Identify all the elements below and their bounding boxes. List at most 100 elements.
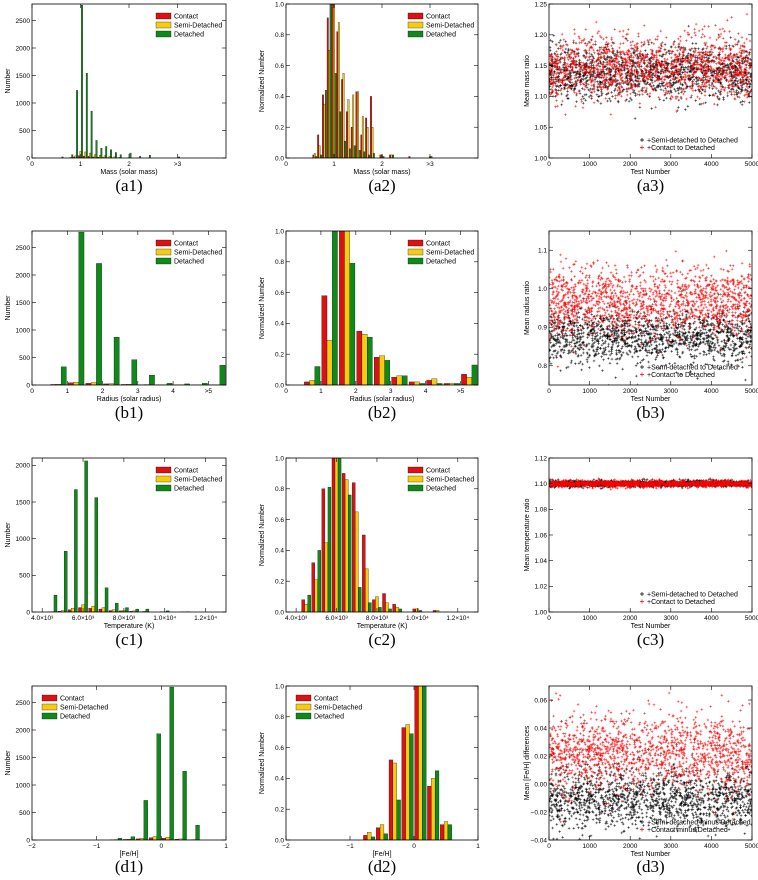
bar-detached-0 [314,366,321,385]
bar-semi-detached-5 [431,778,436,840]
x-tick-label: 4000 [704,615,719,622]
x-tick-label: 4000 [704,843,719,850]
x-tick-label: 2 [127,161,131,168]
bar-semi-detached-5 [101,607,106,612]
y-tick-label: 2000 [16,45,31,52]
plot-frame [31,685,227,841]
y-axis-label: Normalized Number [259,503,266,566]
bar-semi-detached-3 [405,724,410,840]
y-axis-label: Number [5,522,12,548]
bar-detached-4 [131,359,138,385]
x-tick-label: 0 [284,388,288,395]
y-tick-label: 1.04 [534,558,547,565]
bar-semi-detached-6 [365,568,369,612]
bar-detached-0 [53,594,58,612]
x-axis-label: Radius (solar radius) [97,396,162,403]
y-tick-label: 0.4 [275,776,284,783]
legend-swatch [407,484,424,492]
bar-contact-3 [78,607,82,612]
bar-contact-3 [326,17,329,158]
bar-semi-detached-7 [99,155,101,158]
y-tick-label: −0.02 [531,809,548,816]
legend-swatch [155,30,172,38]
x-tick-label: 0 [30,161,34,168]
x-tick-label: 2000 [623,615,638,622]
legend-label: Semi-Detached [426,23,474,30]
x-tick-label: 5000 [745,388,758,395]
y-axis-label: Normalized Number [259,49,266,112]
panel-b3: 0 1000 2000 3000 4000 5000 0.8 0.9 1.0 1.1 Test Nu… [524,230,758,422]
legend: +Semi-detached to Detached+Contact to De… [640,591,738,606]
legend-marker [640,372,644,377]
y-tick-label: 0.4 [275,321,284,328]
x-tick-label: 5000 [745,615,758,622]
bar-contact-7 [346,111,348,158]
panel-a2: 0 1 2 >3 0.0 0.2 0.4 0.6 0.8 1.0 Mass (solar mass)… [259,1,479,195]
panel-label: (c3) [637,630,664,649]
bar-contact-3 [401,727,406,840]
legend-label: Semi-Detached [174,477,222,484]
bar-detached-2 [396,799,401,840]
legend-swatch [407,30,424,38]
bar-detached-4 [422,686,427,840]
y-tick-label: 0.8 [275,714,284,721]
x-tick-label: 8.0×10³ [366,615,389,622]
x-tick-label: 4.0×10³ [285,615,308,622]
legend-swatch [407,239,424,247]
bar-semi-detached-6 [342,73,345,158]
legend-marker [640,599,644,604]
bar-detached-5 [182,771,187,840]
bar-detached-2 [349,263,356,385]
bar-semi-detached-7 [347,99,350,158]
legend-marker [640,138,644,142]
y-tick-label: 0.9 [538,325,547,332]
panel-label: (b3) [636,403,664,422]
bar-detached-16 [430,156,433,158]
bar-detached-1 [332,231,338,385]
bar-detached-9 [358,150,361,158]
x-tick-label: −2 [282,843,290,850]
y-tick-label: 1000 [16,536,31,543]
y-tick-label: 1.05 [534,125,547,132]
y-tick-label: 0.02 [534,753,547,760]
legend-swatch [407,248,424,256]
x-tick-label: 0 [30,388,34,395]
x-tick-label: −1 [346,843,354,850]
y-axis-label: Normalized Number [259,276,266,339]
bar-semi-detached-3 [328,50,331,158]
x-tick-label: 1000 [582,161,597,168]
bar-detached-0 [370,836,376,840]
legend: Contact Semi-Detached Detached [155,12,222,39]
scatter-series-red [549,249,752,368]
y-tick-label: 1.20 [534,32,547,39]
bar-semi-detached-7 [431,378,438,385]
bar-detached-10 [363,151,366,158]
bar-contact-0 [363,835,368,840]
bar-detached-9 [471,364,478,385]
bar-contact-1 [321,295,328,385]
bar-semi-detached-4 [165,837,170,840]
x-tick-label: 1.0×10⁴ [153,615,176,622]
x-tick-label: 5000 [745,843,758,850]
y-tick-label: 0 [26,609,30,616]
x-axis-label: Test Number [631,623,671,630]
legend-swatch [155,466,172,474]
legend-label: +Semi-detached to Detached [647,137,738,144]
y-tick-label: 1.15 [534,63,547,70]
bar-detached-5 [358,587,362,612]
bar-semi-detached-2 [392,762,397,840]
scatter-series-red [549,12,752,116]
x-tick-label: 0 [547,161,551,168]
y-tick-label: 0.8 [538,363,547,370]
bar-contact-1 [311,562,315,612]
bar-semi-detached-6 [443,821,449,840]
legend-label: Contact [174,468,198,475]
y-tick-label: 1.0 [275,455,284,462]
plot-frame [285,457,479,613]
legend-swatch [41,703,58,711]
y-axis-label: Mean temperature ratio [524,499,531,572]
bar-semi-detached-4 [344,479,349,612]
bar-semi-detached-2 [323,103,326,158]
bar-contact-6 [408,381,415,385]
